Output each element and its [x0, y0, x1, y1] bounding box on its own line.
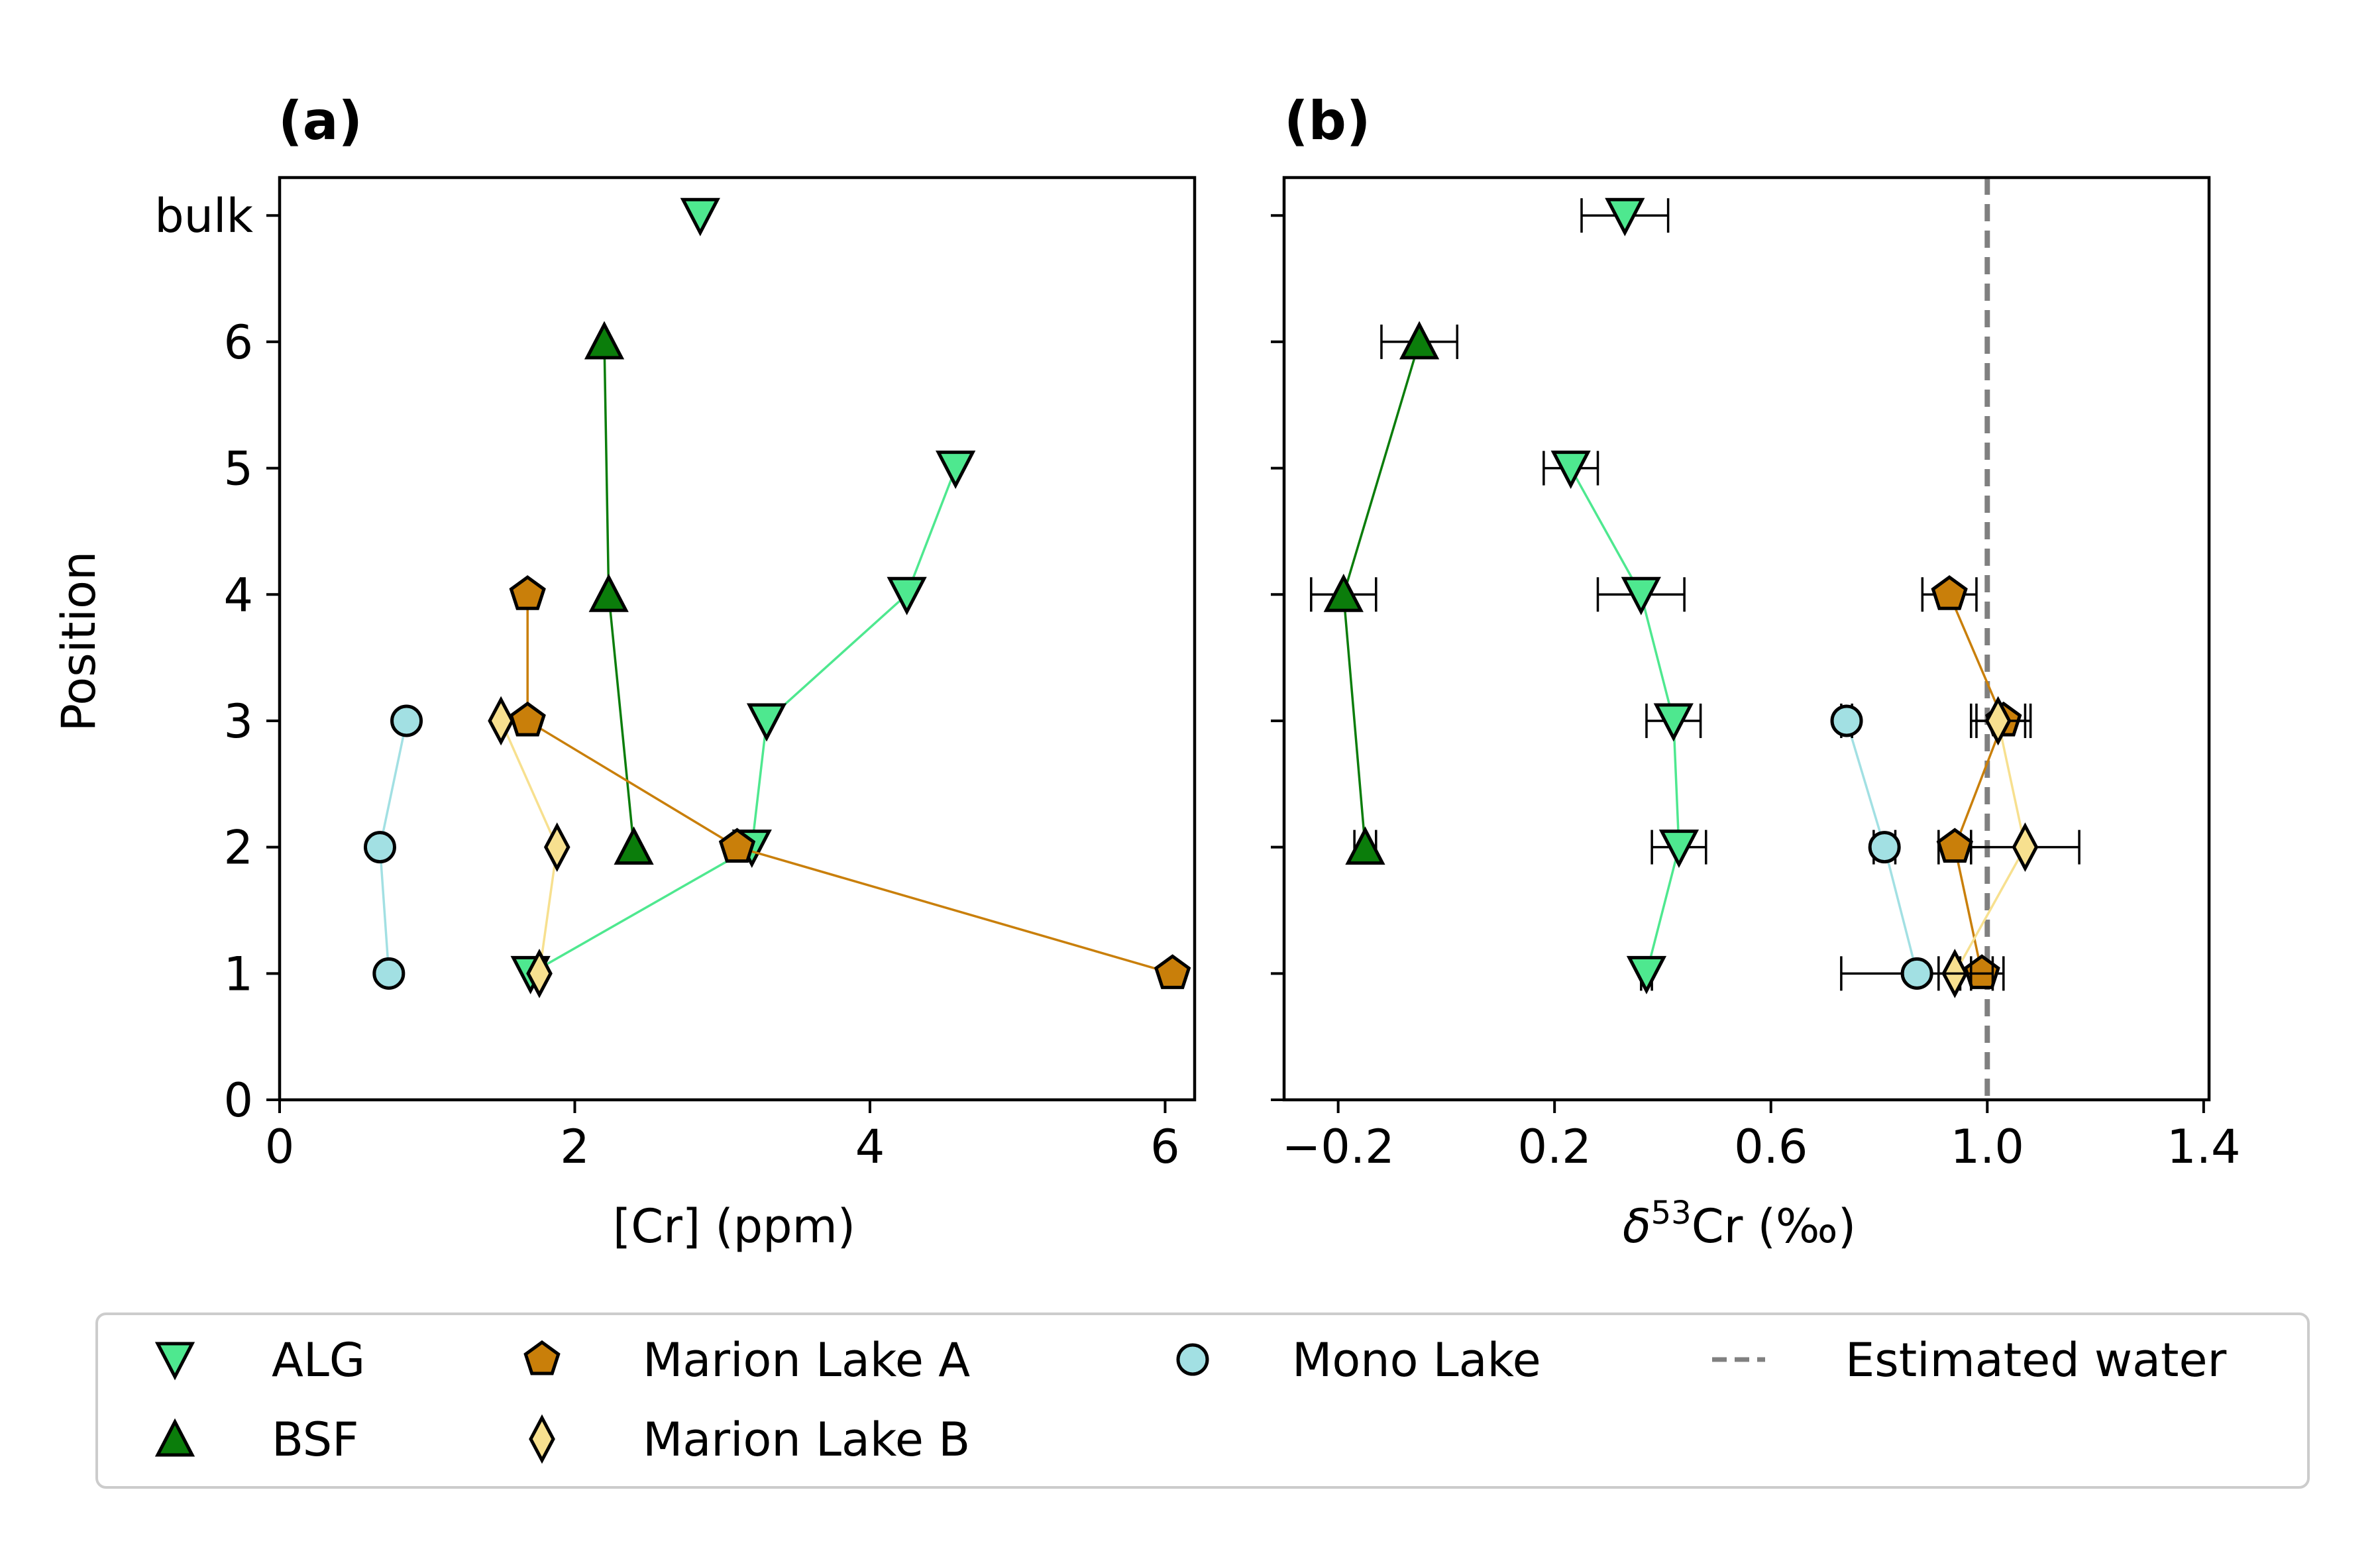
legend-label-mono-lake: Mono Lake — [1292, 1333, 1541, 1387]
point-bsf-b-1 — [1323, 573, 1364, 612]
panel-b-xlabel-sup: 53 — [1651, 1195, 1692, 1232]
point-alg-a-2 — [746, 703, 787, 742]
xtick-label-a-2: 4 — [855, 1120, 885, 1174]
legend: ALG BSF Marion Lake A Marion Lake B Mono Lak… — [95, 1312, 2310, 1489]
point-marion-lake-a-a-0 — [509, 575, 546, 610]
point-marion-lake-a-b-0 — [1931, 575, 1968, 610]
xtick-label-b-1: 0.2 — [1518, 1120, 1592, 1174]
xtick-label-b-0: −0.2 — [1282, 1120, 1395, 1174]
point-mono-lake-a-1 — [363, 831, 396, 864]
point-bsf-a-0 — [584, 321, 625, 360]
point-alg-b-2 — [1653, 703, 1694, 742]
point-marion-lake-b-a-2 — [526, 948, 553, 998]
legend-label-marion-lake-b: Marion Lake B — [643, 1413, 970, 1467]
series-line-marion-lake-a-b — [1948, 594, 2005, 974]
panel-b-frame — [1282, 176, 2211, 1102]
legend-item-alg: ALG — [154, 1333, 365, 1387]
point-alg-b-1 — [1621, 576, 1661, 616]
legend-label-marion-lake-a: Marion Lake A — [643, 1333, 970, 1387]
legend-item-estimated-water: Estimated water — [1712, 1333, 2227, 1387]
point-alg-b-0 — [1550, 451, 1591, 489]
point-alg-a-5 — [680, 197, 720, 237]
point-bsf-b-2 — [1345, 826, 1385, 865]
point-alg-b-3 — [1658, 830, 1700, 869]
legend-item-marion-lake-a: Marion Lake A — [523, 1333, 970, 1387]
point-marion-lake-a-a-1 — [509, 701, 546, 737]
point-alg-b-4 — [1626, 955, 1667, 994]
series-line-marion-lake-a-a — [526, 594, 1173, 975]
point-mono-lake-a-0 — [390, 704, 423, 737]
legend-label-estimated-water: Estimated water — [1845, 1333, 2227, 1387]
xtick-label-b-4: 1.4 — [2167, 1120, 2240, 1174]
panel-b-label: (b) — [1284, 90, 1370, 152]
point-mono-lake-b-2 — [1900, 957, 1933, 990]
point-bsf-b-0 — [1399, 321, 1440, 360]
point-marion-lake-b-b-0 — [1984, 696, 2012, 746]
legend-label-bsf: BSF — [272, 1413, 359, 1467]
point-alg-a-1 — [887, 576, 927, 616]
legend-marker-mono-lake — [1176, 1343, 1209, 1376]
legend-item-bsf: BSF — [154, 1413, 359, 1467]
panel-a-frame — [278, 176, 1197, 1102]
point-marion-lake-b-b-1 — [2012, 822, 2039, 872]
ytick-label-a-6: 6 — [223, 315, 253, 370]
legend-label-alg: ALG — [272, 1333, 365, 1387]
point-marion-lake-a-b-2 — [1936, 828, 1973, 863]
ytick-label-a-7: bulk — [154, 189, 253, 243]
ytick-label-a-4: 4 — [223, 568, 253, 622]
panel-b-plot: −0.2 0.2 0.6 1.0 1.4 — [1271, 176, 2241, 1174]
legend-item-mono-lake: Mono Lake — [1176, 1333, 1541, 1387]
ytick-label-a-0: 0 — [223, 1073, 253, 1128]
xtick-label-a-1: 2 — [560, 1120, 590, 1174]
legend-marker-marion-lake-b — [529, 1414, 555, 1464]
ytick-label-a-2: 2 — [223, 821, 253, 875]
xtick-label-b-3: 1.0 — [1951, 1120, 2024, 1174]
panel-a-xlabel: [Cr] (ppm) — [613, 1199, 855, 1254]
legend-marker-alg — [154, 1342, 195, 1381]
point-marion-lake-a-a-2 — [718, 828, 756, 863]
panel-b-xlabel-rest: Cr (‰) — [1692, 1199, 1856, 1254]
ytick-label-a-1: 1 — [223, 947, 253, 1001]
legend-marker-marion-lake-a — [523, 1340, 561, 1375]
point-bsf-a-1 — [588, 573, 629, 612]
point-marion-lake-b-a-0 — [488, 696, 514, 746]
panel-a-ylabel: Position — [52, 551, 106, 732]
ytick-label-a-3: 3 — [223, 694, 253, 749]
point-marion-lake-a-a-3 — [1154, 954, 1191, 989]
panel-a-plot: 0 2 4 6 0 1 2 3 4 5 6 bulk — [154, 176, 1197, 1174]
xtick-label-a-3: 6 — [1150, 1120, 1180, 1174]
point-bsf-a-2 — [614, 826, 654, 865]
point-alg-a-0 — [936, 451, 976, 489]
panel-a-label: (a) — [278, 90, 362, 152]
legend-frame — [95, 1312, 2310, 1489]
point-marion-lake-a-b-3 — [1963, 954, 2000, 989]
xtick-label-b-2: 0.6 — [1734, 1120, 1808, 1174]
xtick-label-a-0: 0 — [265, 1120, 295, 1174]
panel-b-xlabel: δ53Cr (‰) — [1623, 1195, 1856, 1254]
point-alg-b-5 — [1605, 197, 1645, 237]
point-mono-lake-a-2 — [372, 957, 406, 990]
series-line-alg-a — [529, 467, 957, 975]
point-marion-lake-b-a-1 — [543, 822, 570, 872]
point-mono-lake-b-1 — [1868, 831, 1901, 864]
panel-b-xlabel-delta: δ — [1623, 1199, 1651, 1254]
legend-marker-bsf — [154, 1418, 195, 1457]
legend-item-marion-lake-b: Marion Lake B — [529, 1413, 970, 1467]
point-mono-lake-b-0 — [1830, 704, 1863, 737]
ytick-label-a-5: 5 — [223, 442, 253, 496]
